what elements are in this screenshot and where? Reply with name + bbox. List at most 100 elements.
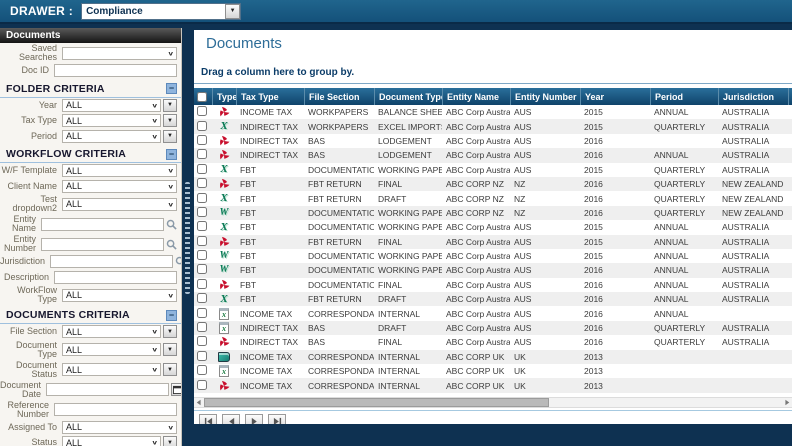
- table-row[interactable]: X INDIRECT TAX WORKPAPERS EXCEL IMPORTS ABC …: [194, 119, 792, 134]
- cell-tax: INDIRECT TAX: [240, 150, 299, 161]
- document-status-combo-button[interactable]: ▼: [163, 363, 177, 376]
- entity-number-input[interactable]: [41, 237, 164, 251]
- table-row[interactable]: X FBT FBT RETURN DRAFT ABC CORP NZ NZ 2016 QUAR…: [194, 191, 792, 205]
- next-page-button[interactable]: [245, 414, 263, 424]
- document-date-input[interactable]: [46, 383, 170, 396]
- row-checkbox[interactable]: [197, 120, 207, 131]
- table-row[interactable]: X FBT DOCUMENTATION WORKING PAPER ABC Corp A…: [194, 163, 792, 177]
- row-checkbox[interactable]: [197, 336, 207, 347]
- row-checkbox[interactable]: [197, 134, 207, 145]
- table-row[interactable]: X FBT FBT RETURN DRAFT ABC Corp Australia ..…: [194, 292, 792, 307]
- table-row[interactable]: INCOME TAX WORKPAPERS BALANCE SHEET R... AB…: [194, 105, 792, 119]
- scrollbar-track[interactable]: [203, 397, 783, 407]
- year-combo-button[interactable]: ▼: [163, 98, 177, 112]
- table-row[interactable]: INCOME TAX CORRESPONDANCE INTERNAL ABC CORP…: [194, 349, 792, 365]
- table-row[interactable]: x INCOME TAX CORRESPONDANCE INTERNAL ABC COR…: [194, 364, 792, 378]
- saved-searches-select[interactable]: v: [62, 46, 177, 60]
- scrollbar-thumb[interactable]: [204, 397, 549, 407]
- client-name-select[interactable]: ALL v: [62, 179, 177, 193]
- chevron-down-icon[interactable]: ▼: [225, 3, 241, 19]
- select-all-checkbox[interactable]: [197, 91, 207, 102]
- jurisdiction-input[interactable]: [50, 255, 174, 269]
- reference-number-input[interactable]: [54, 403, 177, 416]
- row-checkbox[interactable]: [197, 235, 207, 246]
- table-row[interactable]: INDIRECT TAX BAS FINAL ABC Corp Australia .…: [194, 335, 792, 349]
- scroll-right-icon[interactable]: [783, 398, 792, 407]
- test-dropdown2-select[interactable]: ALL v: [62, 197, 177, 211]
- row-checkbox[interactable]: [197, 250, 207, 261]
- status-combo-button[interactable]: ▼: [163, 436, 177, 446]
- column-header-file-section[interactable]: File Section: [304, 88, 374, 105]
- workflow-type-select[interactable]: ALL v: [62, 288, 177, 302]
- row-checkbox[interactable]: [197, 178, 207, 189]
- column-header-entity-number[interactable]: Entity Number: [510, 88, 580, 105]
- search-icon[interactable]: [166, 239, 177, 250]
- row-checkbox[interactable]: [197, 221, 207, 232]
- period-combo-button[interactable]: ▼: [163, 129, 177, 143]
- column-header-year[interactable]: Year: [580, 88, 650, 105]
- w-f-template-select[interactable]: ALL v: [62, 164, 177, 178]
- table-row[interactable]: W FBT DOCUMENTATION WORKING PAPER ABC Corp A…: [194, 263, 792, 278]
- first-page-button[interactable]: [199, 414, 217, 424]
- last-page-button[interactable]: [268, 414, 286, 424]
- row-checkbox[interactable]: [197, 350, 207, 361]
- period-select[interactable]: ALL v: [62, 129, 161, 143]
- drawer-select[interactable]: Compliance ▼: [81, 2, 242, 20]
- search-icon[interactable]: [166, 219, 177, 230]
- table-row[interactable]: INDIRECT TAX BAS LODGEMENT ABC Corp Austral…: [194, 134, 792, 148]
- status-select[interactable]: ALL v: [62, 436, 161, 446]
- search-icon[interactable]: [175, 256, 181, 267]
- row-checkbox[interactable]: [197, 379, 207, 390]
- collapse-minus-icon[interactable]: −: [166, 83, 177, 94]
- table-row[interactable]: X FBT DOCUMENTATION WORKING PAPER ABC Corp A…: [194, 220, 792, 234]
- row-checkbox[interactable]: [197, 192, 207, 203]
- table-row[interactable]: FBT FBT RETURN FINAL ABC CORP NZ NZ 2016 QUART…: [194, 176, 792, 192]
- row-checkbox[interactable]: [197, 149, 207, 160]
- row-checkbox[interactable]: [197, 293, 207, 304]
- entity-name-input[interactable]: [41, 217, 164, 231]
- document-type-combo-button[interactable]: ▼: [163, 343, 177, 356]
- column-header-tax-type[interactable]: Tax Type: [236, 88, 304, 105]
- collapse-minus-icon[interactable]: −: [166, 309, 177, 321]
- scroll-left-icon[interactable]: [194, 398, 203, 407]
- year-select[interactable]: ALL v: [62, 98, 161, 112]
- table-row[interactable]: x INCOME TAX CORRESPONDANCE INTERNAL ABC Cor…: [194, 306, 792, 320]
- previous-page-button[interactable]: [222, 414, 240, 424]
- row-checkbox[interactable]: [197, 278, 207, 289]
- tax-type-select[interactable]: ALL v: [62, 114, 161, 128]
- document-status-select[interactable]: ALL v: [62, 363, 161, 376]
- table-row[interactable]: FBT FBT RETURN FINAL ABC Corp Australia ...…: [194, 234, 792, 249]
- horizontal-scrollbar[interactable]: [194, 396, 792, 408]
- file-section-combo-button[interactable]: ▼: [163, 325, 177, 339]
- calendar-icon[interactable]: [171, 383, 181, 396]
- table-row[interactable]: W FBT DOCUMENTATION WORKING PAPER ABC CORP N…: [194, 205, 792, 221]
- row-checkbox[interactable]: [197, 264, 207, 275]
- column-header-type[interactable]: Type: [212, 88, 236, 105]
- column-header-period[interactable]: Period: [650, 88, 718, 105]
- document-type-select[interactable]: ALL v: [62, 343, 161, 356]
- description-input[interactable]: [54, 270, 177, 284]
- column-header-entity-name[interactable]: Entity Name: [442, 88, 510, 105]
- row-checkbox[interactable]: [197, 106, 207, 117]
- column-header-d[interactable]: D: [788, 88, 792, 105]
- file-section-select[interactable]: ALL v: [62, 325, 161, 339]
- table-row[interactable]: FBT DOCUMENTATION FINAL ABC Corp Australia …: [194, 278, 792, 292]
- row-checkbox[interactable]: [197, 365, 207, 376]
- column-header-jurisdiction[interactable]: Jurisdiction: [718, 88, 788, 105]
- column-header-document-type[interactable]: Document Type: [374, 88, 442, 105]
- tax-type-combo-button[interactable]: ▼: [163, 114, 177, 128]
- row-checkbox[interactable]: [197, 322, 207, 333]
- table-row[interactable]: x INDIRECT TAX BAS DRAFT ABC Corp Australia …: [194, 320, 792, 336]
- row-checkbox[interactable]: [197, 206, 207, 217]
- doc-id-input[interactable]: [54, 64, 177, 78]
- table-row[interactable]: INCOME TAX CORRESPONDANCE INTERNAL ABC CORP…: [194, 378, 792, 393]
- table-row[interactable]: W FBT DOCUMENTATION WORKING PAPER ABC Corp A…: [194, 249, 792, 263]
- row-checkbox[interactable]: [197, 163, 207, 174]
- assigned-to-select[interactable]: ALL v: [62, 420, 177, 434]
- table-row[interactable]: INDIRECT TAX BAS LODGEMENT ABC Corp Austral…: [194, 148, 792, 163]
- splitter-handle[interactable]: [185, 182, 190, 294]
- group-by-bar[interactable]: Drag a column here to group by.: [194, 62, 792, 84]
- collapse-minus-icon[interactable]: −: [166, 148, 177, 160]
- section-header-workflow-criteria: WORKFLOW CRITERIA −: [0, 146, 181, 163]
- row-checkbox[interactable]: [197, 307, 207, 318]
